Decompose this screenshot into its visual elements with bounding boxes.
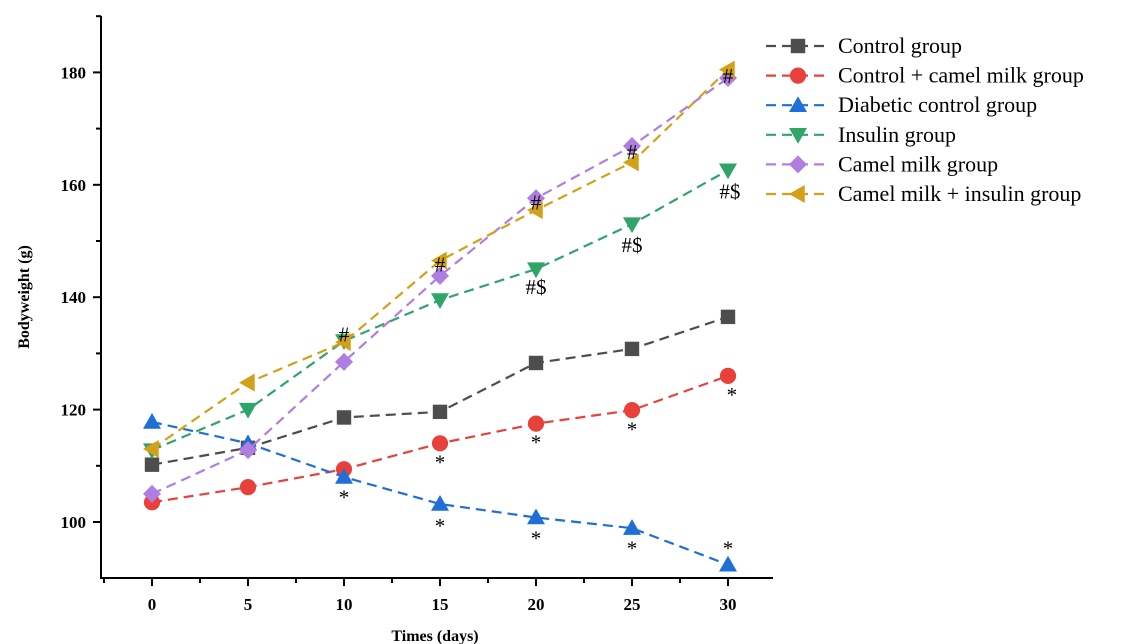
data-point (431, 266, 449, 285)
legend-entry: Diabetic control group (766, 92, 1037, 117)
data-point (335, 468, 353, 484)
significance-annotation: * (435, 450, 446, 474)
legend-entry: Insulin group (766, 122, 956, 147)
legend-entry: Camel milk group (766, 151, 998, 176)
x-tick-label: 0 (148, 595, 157, 614)
data-point (239, 479, 257, 496)
data-point (239, 441, 257, 460)
legend-marker (789, 96, 807, 112)
y-axis-title: Bodyweight (g) (16, 245, 33, 349)
legend-label: Control + camel milk group (838, 63, 1084, 88)
y-tick-label: 140 (61, 288, 87, 307)
data-point (431, 293, 449, 310)
legend-marker (789, 67, 807, 84)
y-tick-label: 120 (61, 401, 87, 420)
annotation-layer: * * * * * * * * * # # # # # #$ #$ #$ (339, 64, 741, 560)
data-point (336, 410, 352, 425)
data-point (624, 341, 640, 357)
data-point (431, 495, 449, 511)
legend-entry: Camel milk + insulin group (766, 181, 1081, 206)
significance-annotation: * (727, 383, 738, 407)
legend-entry: Control + camel milk group (766, 63, 1084, 88)
significance-annotation: #$ (622, 233, 643, 257)
significance-annotation: # (339, 323, 350, 347)
legend-label: Camel milk group (838, 151, 998, 176)
significance-annotation: #$ (719, 179, 740, 203)
series-1 (143, 367, 737, 511)
series-line (151, 77, 729, 495)
data-point (623, 137, 641, 156)
data-point (623, 519, 641, 535)
legend-entry: Control group (766, 33, 962, 58)
data-point (144, 457, 160, 472)
significance-annotation: # (627, 140, 638, 164)
significance-annotation: * (627, 418, 638, 442)
significance-annotation: # (531, 191, 542, 215)
legend: Control group Control + camel milk group D… (766, 33, 1084, 206)
significance-annotation: # (723, 64, 734, 88)
data-point (143, 484, 161, 503)
y-tick-label: 100 (61, 513, 87, 532)
significance-annotation: * (627, 536, 638, 560)
data-point (720, 309, 736, 325)
x-tick-label: 20 (528, 595, 545, 614)
ticks: 0 5 10 15 20 25 30 100 120 140 160 180 (61, 15, 737, 614)
series-layer (143, 60, 737, 572)
data-point (527, 201, 543, 220)
x-tick-label: 30 (720, 595, 737, 614)
legend-label: Insulin group (838, 122, 956, 147)
legend-label: Control group (838, 33, 962, 58)
data-point (431, 435, 449, 452)
data-point (239, 373, 255, 392)
legend-label: Diabetic control group (838, 92, 1037, 117)
data-point (719, 555, 737, 572)
data-point (623, 153, 639, 172)
y-tick-label: 160 (61, 176, 87, 195)
data-point (527, 508, 545, 525)
data-point (143, 439, 159, 458)
data-point (432, 404, 448, 420)
significance-annotation: * (531, 527, 542, 551)
significance-annotation: * (435, 514, 446, 538)
y-tick-label: 180 (61, 63, 87, 82)
series-5 (143, 60, 735, 458)
x-tick-label: 15 (432, 595, 449, 614)
data-point (431, 251, 447, 270)
x-axis-title: Times (days) (391, 628, 478, 644)
data-point (623, 217, 641, 234)
legend-marker (790, 38, 806, 54)
data-point (335, 333, 351, 352)
significance-annotation: * (531, 431, 542, 455)
data-point (719, 367, 737, 384)
data-point (239, 402, 257, 419)
data-point (143, 412, 161, 429)
data-point (623, 402, 641, 419)
series-4 (143, 69, 737, 503)
data-point (527, 262, 545, 279)
data-point (719, 60, 735, 79)
data-point (335, 352, 353, 371)
significance-annotation: * (339, 486, 350, 510)
data-point (719, 163, 737, 180)
significance-annotation: * (723, 536, 734, 560)
significance-annotation: # (435, 252, 446, 276)
legend-marker (789, 128, 807, 144)
data-point (527, 415, 545, 432)
data-point (528, 355, 544, 371)
x-tick-label: 5 (244, 595, 253, 614)
x-tick-label: 10 (336, 595, 353, 614)
legend-label: Camel milk + insulin group (838, 181, 1081, 206)
legend-marker (789, 185, 805, 203)
x-tick-label: 25 (624, 595, 641, 614)
legend-marker (789, 155, 807, 174)
significance-annotation: #$ (526, 275, 547, 299)
